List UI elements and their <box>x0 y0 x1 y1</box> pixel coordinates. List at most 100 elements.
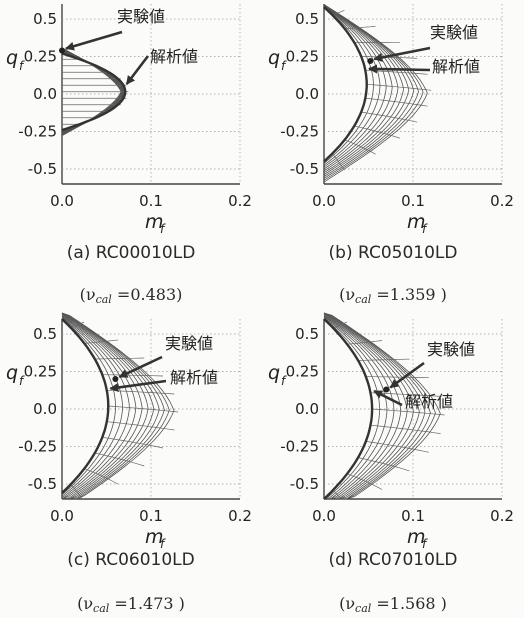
chart-b-y-tick-label: 0.5 <box>295 10 319 28</box>
chart-d-x-tick-label: 0.2 <box>490 507 514 525</box>
analytical-curve <box>61 314 143 500</box>
chart-a-experimental-label: 実験値 <box>117 7 165 26</box>
analytical-curve <box>323 4 415 177</box>
chart-c-caption: (c) RC06010LD <box>67 550 195 570</box>
analytical-curve <box>370 392 441 397</box>
analytical-curve <box>108 405 179 413</box>
analytical-curve <box>354 125 401 139</box>
chart-c-experimental-arrow <box>118 355 163 379</box>
analytical-curve <box>323 5 387 168</box>
chart-d-analytical-label: 解析値 <box>405 392 453 411</box>
chart-a-experimental-point <box>59 47 65 54</box>
chart-c-y-tick-label: 0.5 <box>33 325 57 343</box>
chart-a-y-axis-label: q <box>6 47 18 69</box>
analytical-curve <box>366 83 432 91</box>
chart-a-analytical-arrow <box>125 55 150 85</box>
chart-d-x-tick-label: 0.1 <box>401 507 425 525</box>
analytical-curve <box>61 313 155 500</box>
analytical-curve <box>323 5 399 172</box>
chart-b-x-tick-label: 0.2 <box>490 192 514 210</box>
chart-a-x-tick-label: 0.1 <box>139 192 163 210</box>
chart-a-y-tick-label: 0.0 <box>33 85 57 103</box>
chart-c-experimental-label: 実験値 <box>165 334 213 353</box>
analytical-curve <box>106 421 175 431</box>
chart-b-experimental-arrow <box>373 46 431 62</box>
analytical-curve <box>331 153 345 171</box>
chart-c-y-tick-label: -0.5 <box>28 475 57 493</box>
analytical-curve <box>323 4 419 179</box>
analytical-curve <box>61 312 170 500</box>
chart-b-nu-value: =1.359 ) <box>371 285 447 304</box>
analytical-curve <box>323 5 410 175</box>
analytical-curve <box>84 339 118 344</box>
analytical-curve <box>61 316 130 499</box>
chart-d-nu: (νcal =1.568 ) <box>262 594 524 615</box>
analytical-curve <box>323 312 426 500</box>
chart-a-curve-family <box>61 47 129 137</box>
chart-a-envelope-curve <box>61 52 127 132</box>
chart-c-y-axis-label-sub: f <box>19 374 25 388</box>
analytical-curve <box>323 6 381 166</box>
chart-d-caption: (d) RC07010LD <box>328 550 458 570</box>
chart-c-x-tick-label: 0.2 <box>228 507 252 525</box>
analytical-curve <box>61 313 149 500</box>
analytical-curve <box>372 408 445 416</box>
analytical-curve <box>357 457 410 472</box>
analytical-curve <box>323 312 436 500</box>
chart-d-y-tick-label: -0.5 <box>290 475 319 493</box>
chart-a-y-tick-label: 0.5 <box>33 10 57 28</box>
chart-c-analytical-label: 解析値 <box>170 368 218 387</box>
chart-b-y-tick-label: 0.25 <box>286 48 319 66</box>
analytical-curve <box>323 312 420 500</box>
chart-a-nu-value: =0.483) <box>111 285 183 304</box>
chart-c-y-tick-label: 0.0 <box>33 400 57 418</box>
chart-a-analytical-label: 解析値 <box>150 47 198 66</box>
analytical-curve <box>332 9 345 16</box>
analytical-curve <box>106 389 175 395</box>
chart-b-x-axis-label-sub: f <box>422 222 428 236</box>
chart-c-nu: (νcal =1.473 ) <box>0 594 262 615</box>
chart-a-caption: (a) RC00010LD <box>66 243 196 263</box>
analytical-curve <box>361 56 418 59</box>
chart-c-nu-value: =1.473 ) <box>109 594 185 613</box>
chart-d-y-tick-label: 0.5 <box>295 325 319 343</box>
analytical-curve <box>84 468 119 485</box>
analytical-curve <box>94 452 145 467</box>
chart-a-experimental-arrow <box>65 30 123 51</box>
analytical-curve <box>344 25 376 29</box>
chart-b-nu-prefix: (ν <box>339 285 356 304</box>
analytical-curve <box>61 312 160 500</box>
analytical-curve <box>346 473 383 490</box>
chart-a-x-axis-label-sub: f <box>160 222 166 236</box>
chart-b-x-tick-label: 0.0 <box>312 192 336 210</box>
analytical-curve <box>323 314 408 500</box>
analytical-curve <box>323 315 402 500</box>
chart-d-x-tick-label: 0.0 <box>312 507 336 525</box>
chart-a-x-axis-label: m <box>145 211 164 233</box>
analytical-curve <box>61 312 165 500</box>
chart-a-nu-sub: cal <box>95 293 112 306</box>
analytical-curve <box>365 69 428 75</box>
analytical-curve <box>323 4 428 183</box>
chart-b-y-tick-label: 0.0 <box>295 85 319 103</box>
analytical-curve <box>61 315 137 500</box>
chart-panel-c: 0.5 0.25 0.0 -0.25 -0.5 0.0 0.1 0.2 q f m f 実験値 解析値 (… <box>0 309 262 618</box>
chart-b-nu: (νcal =1.359 ) <box>262 285 524 306</box>
chart-b-y-axis-label: q <box>268 47 280 69</box>
chart-c-x-axis-label: m <box>145 526 164 548</box>
analytical-curve <box>365 376 429 379</box>
chart-c-experimental-point <box>112 376 119 382</box>
chart-a-x-tick-label: 0.2 <box>228 192 252 210</box>
chart-d-analytical-arrow <box>373 389 403 407</box>
chart-d-y-axis-label-sub: f <box>281 374 287 388</box>
chart-b-nu-sub: cal <box>355 293 372 306</box>
chart-b-y-axis-label-sub: f <box>281 59 287 73</box>
chart-panel-d: 0.5 0.25 0.0 -0.25 -0.5 0.0 0.1 0.2 q f m f 実験値 解析値 (… <box>262 309 524 618</box>
chart-c-nu-prefix: (ν <box>77 594 94 613</box>
chart-b-envelope-curve <box>323 6 368 163</box>
chart-a-y-tick-label: -0.25 <box>18 123 57 141</box>
